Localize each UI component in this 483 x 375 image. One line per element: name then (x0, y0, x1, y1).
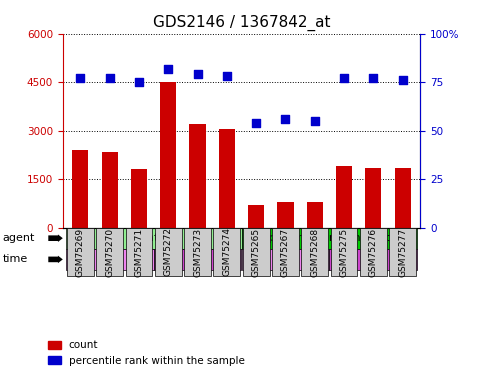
Point (399, 77, 407, 83)
Bar (72, 150, 88, 228)
Point (223, 74, 231, 80)
Text: GSM75273: GSM75273 (193, 227, 202, 276)
Text: 4 h: 4 h (277, 254, 294, 264)
Text: GSM75277: GSM75277 (398, 227, 407, 276)
Text: epidermal growth factor: epidermal growth factor (262, 233, 397, 243)
Point (252, 120, 260, 126)
Point (164, 66, 172, 72)
Bar (307, 202, 323, 228)
Text: GSM75267: GSM75267 (281, 227, 290, 276)
Point (340, 75, 348, 81)
Bar (101, 152, 118, 228)
Bar (277, 202, 294, 228)
Bar (66, 249, 154, 270)
Bar (219, 129, 235, 228)
Text: control: control (134, 233, 173, 243)
Bar (365, 168, 382, 228)
Text: agent: agent (2, 233, 35, 243)
Text: GSM75271: GSM75271 (134, 227, 143, 276)
Text: GSM75268: GSM75268 (310, 227, 319, 276)
Bar (189, 124, 206, 228)
Bar (248, 205, 264, 228)
Bar (160, 82, 176, 228)
Point (135, 79, 143, 85)
Bar (66, 228, 242, 249)
Legend: count, percentile rank within the sample: count, percentile rank within the sample (44, 336, 249, 370)
Text: GSM75270: GSM75270 (105, 227, 114, 276)
Text: 12 h: 12 h (361, 254, 386, 264)
Title: GDS2146 / 1367842_at: GDS2146 / 1367842_at (153, 15, 330, 31)
Text: 4 h: 4 h (101, 254, 118, 264)
Text: GSM75265: GSM75265 (252, 227, 261, 276)
Text: GSM75272: GSM75272 (164, 228, 173, 276)
Bar (242, 228, 417, 249)
Point (106, 75, 114, 81)
Point (369, 75, 377, 81)
Text: time: time (2, 254, 28, 264)
Text: GSM75275: GSM75275 (340, 227, 349, 276)
Text: GSM75269: GSM75269 (76, 227, 85, 276)
Point (311, 118, 319, 124)
Text: GSM75276: GSM75276 (369, 227, 378, 276)
Point (76, 75, 84, 81)
Bar (329, 249, 417, 270)
Bar (154, 249, 242, 270)
Bar (131, 170, 147, 228)
Text: GSM75274: GSM75274 (222, 228, 231, 276)
Point (282, 116, 289, 122)
Bar (336, 166, 352, 228)
Point (194, 72, 201, 78)
Bar (395, 168, 411, 228)
Bar (242, 249, 329, 270)
Text: 12 h: 12 h (185, 254, 210, 264)
